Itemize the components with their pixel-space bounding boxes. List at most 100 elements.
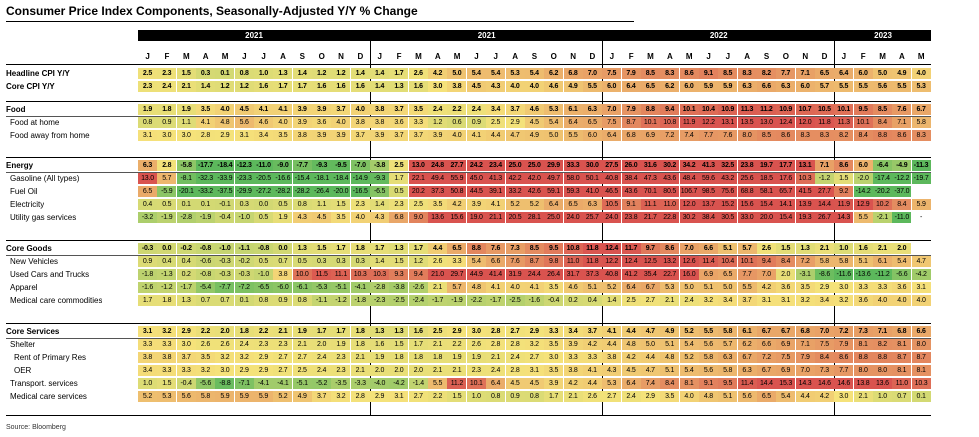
heatmap-cell: 2.6 [466,339,486,350]
heatmap-cell: 42.6 [524,186,544,197]
heatmap-cell: 1.6 [331,81,351,92]
heatmap-cell: 4.9 [892,68,912,79]
row-label: Core Services [6,327,60,336]
heatmap-cell: -0.1 [215,199,235,210]
heatmap-cell: 0.3 [312,256,332,267]
heatmap-cell: 10.1 [640,117,660,128]
heatmap-cell: 24.8 [428,160,448,171]
heatmap-cell: 2.6 [756,243,776,254]
heatmap-cell: 24.2 [466,160,486,171]
heatmap-cell: 4.0 [524,81,544,92]
heatmap-cell: 4.4 [602,339,622,350]
heatmap-cell: 6.1 [563,104,583,115]
heatmap-cell: 1.9 [292,326,312,337]
heatmap-cell: -2.6 [408,282,428,293]
heatmap-cell: 5.2 [524,199,544,210]
heatmap-cell: 8.0 [911,339,931,350]
heatmap-cell: 2.5 [389,160,409,171]
heatmap-cell: 2.7 [273,352,293,363]
heatmap-cell: 7.9 [621,104,641,115]
row-label: Medical care services [10,392,87,401]
heatmap-cell: 5.1 [660,365,680,376]
heatmap-cell: 1.6 [254,81,273,92]
heatmap-cell: 4.2 [756,282,776,293]
heatmap-cell: -11.0 [892,212,912,223]
heatmap-cell: 2.2 [254,326,273,337]
heatmap-cell: -5.1 [292,378,312,389]
heatmap-cell: 1.9 [273,212,293,223]
heatmap-cell: 2.4 [312,365,332,376]
heatmap-cell: -18.4 [215,160,235,171]
heatmap-cell: 3.3 [853,282,873,293]
heatmap-cell: 4.1 [486,282,506,293]
heatmap-cell: 3.2 [834,295,854,306]
heatmap-cell: -37.0 [892,186,912,197]
heatmap-cell: 39.1 [486,186,506,197]
heatmap-cell: 2.9 [370,391,390,402]
heatmap-cell: 7.2 [795,256,815,267]
heatmap-cell: 3.8 [292,130,312,141]
heatmap-cell: 1.0 [834,243,854,254]
heatmap-cell: 13.0 [138,173,157,184]
heatmap-cell: 0.8 [486,391,506,402]
heatmap-cell: 5.2 [138,391,157,402]
month-header: F [860,52,866,61]
heatmap-cell: 3.1 [138,130,157,141]
heatmap-cell: -28.2 [273,186,293,197]
heatmap-cell: 1.6 [350,81,370,92]
heatmap-cell: 3.7 [582,326,602,337]
heatmap-cell: 11.8 [814,117,834,128]
heatmap-cell: 3.9 [331,130,351,141]
heatmap-cell: 15.4 [756,199,776,210]
heatmap-cell: 2.7 [505,326,525,337]
heatmap-cell: 2.4 [621,391,641,402]
heatmap-cell: -11.6 [834,269,854,280]
heatmap-cell: 33.2 [505,186,525,197]
heatmap-cell: 4.7 [640,326,660,337]
heatmap-cell: 7.9 [795,352,815,363]
group-separator [6,157,931,158]
heatmap-cell: 6.0 [582,130,602,141]
heatmap-cell: -1.3 [157,269,177,280]
heatmap-cell: -1.1 [234,243,254,254]
heatmap-cell: 1.4 [292,68,312,79]
heatmap-cell: -0.8 [254,243,273,254]
heatmap-cell: 3.3 [582,352,602,363]
heatmap-cell: 11.1 [640,199,660,210]
heatmap-cell: -20.0 [331,186,351,197]
heatmap-cell: 48.4 [679,173,699,184]
heatmap-cell: 5.8 [911,117,931,128]
heatmap-cell: 3.7 [176,352,196,363]
heatmap-cell: -4.9 [892,160,912,171]
heatmap-cell: 1.8 [350,326,370,337]
heatmap-cell: 25.0 [505,160,525,171]
heatmap-cell: 0.1 [234,295,254,306]
heatmap-cell: 11.9 [834,199,854,210]
group-header-rule [6,337,931,339]
month-header: A [899,52,905,61]
heatmap-cell: -28.2 [292,186,312,197]
heatmap-cell: 5.2 [273,391,293,402]
heatmap-cell: 6.1 [737,326,757,337]
heatmap-cell: 2.3 [331,352,351,363]
heatmap-cell: 5.8 [196,391,215,402]
row-label: Food [6,105,26,114]
heatmap-cell: 15.2 [718,199,738,210]
heatmap-cell: -2.1 [872,212,892,223]
heatmap-cell: -6.5 [254,282,273,293]
heatmap-cell: 6.2 [660,81,680,92]
heatmap-cell: 43.6 [621,186,641,197]
heatmap-cell: 3.2 [196,365,215,376]
heatmap-cell: 14.1 [776,199,796,210]
heatmap-cell: 41.5 [795,186,815,197]
heatmap-cell: 6.5 [640,81,660,92]
heatmap-cell: 1.7 [389,173,409,184]
heatmap-cell: 7.7 [776,68,796,79]
heatmap-cell: 4.1 [602,326,622,337]
heatmap-cell: 16.0 [679,269,699,280]
heatmap-cell: 0.1 [196,199,215,210]
heatmap-cell: 9.4 [408,269,428,280]
heatmap-cell: 3.0 [176,130,196,141]
heatmap-cell: 7.2 [834,326,854,337]
heatmap-cell: 5.6 [698,365,718,376]
